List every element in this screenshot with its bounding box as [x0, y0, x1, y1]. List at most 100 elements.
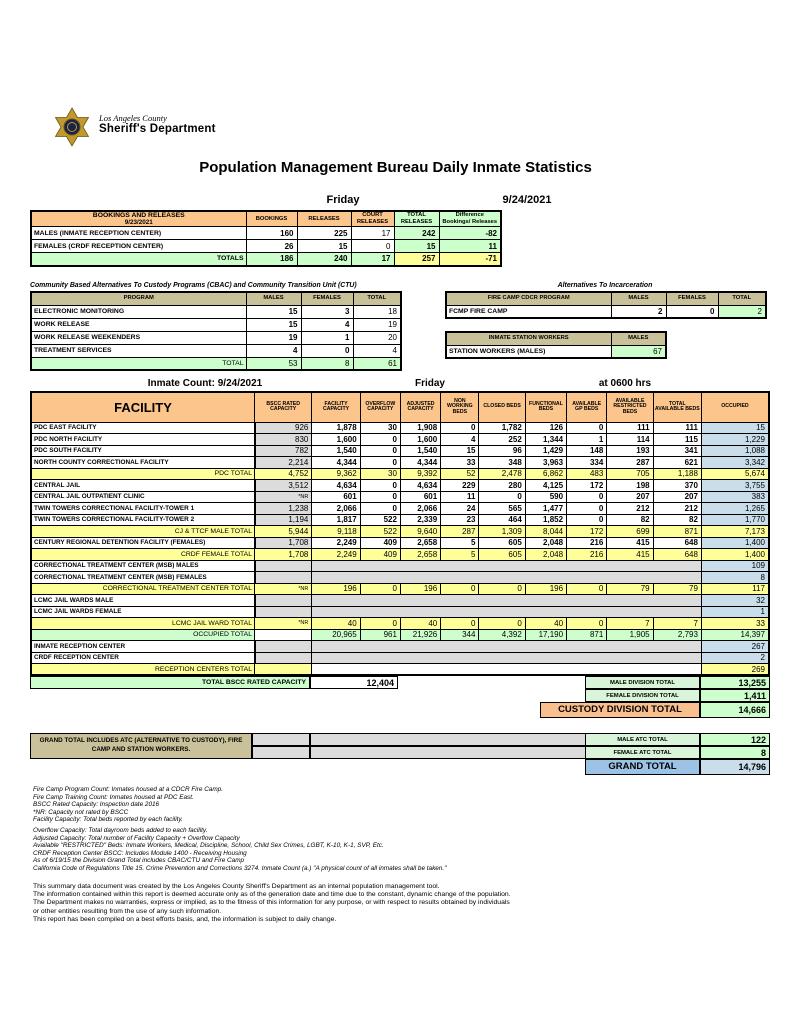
disclaimer-line: The Department makes no warranties, expr…: [33, 899, 510, 907]
row-label: PDC EAST FACILITY: [30, 421, 256, 434]
row-label: CENTRAL JAIL: [30, 479, 256, 492]
value-cell: 148: [566, 444, 608, 457]
value-cell: 961: [359, 628, 401, 641]
column-header: TOTAL RELEASES: [393, 210, 440, 227]
value-cell: 32: [700, 594, 770, 607]
value-cell: 5: [440, 548, 480, 561]
value-cell: [253, 571, 313, 584]
value-cell: 1,477: [524, 502, 568, 515]
column-header: FUNCTIONAL BEDS: [524, 391, 568, 423]
value-cell: 2: [610, 304, 667, 319]
value-cell: 4,392: [478, 628, 526, 641]
value-cell: 1,600: [399, 433, 442, 446]
value-cell: 20: [352, 330, 402, 345]
value-cell: 172: [566, 479, 608, 492]
value-cell: 67: [610, 344, 667, 359]
value-cell: 82: [652, 513, 702, 526]
value-cell: -71: [438, 252, 502, 266]
value-cell: 126: [524, 421, 568, 434]
report-day: Friday: [326, 194, 360, 206]
value-cell: 1: [566, 433, 608, 446]
column-header: MALES: [245, 291, 302, 306]
value-cell: 4,752: [253, 467, 313, 480]
value-cell: 4: [300, 317, 354, 332]
row-label: PDC SOUTH FACILITY: [30, 444, 256, 457]
value-cell: 111: [606, 421, 654, 434]
row-label: CENTRAL JAIL OUTPATIENT CLINIC: [30, 490, 256, 503]
table-row: CENTRAL JAIL OUTPATIENT CLINIC *NR 601 0 601…: [30, 490, 770, 503]
column-header: CLOSED BEDS: [478, 391, 526, 423]
bookings-table: BOOKINGS AND RELEASES 9/23/2021 BOOKINGS RE…: [30, 210, 502, 267]
value-cell: 605: [478, 548, 526, 561]
row-label: RECEPTION CENTERS TOTAL: [30, 663, 255, 676]
gray-filler-row: [252, 746, 588, 759]
value-cell: 705: [606, 467, 654, 480]
footnote-line: Available "RESTRICTED" Beds: Inmate Work…: [33, 842, 384, 850]
value-cell: 648: [652, 548, 702, 561]
row-label: TWIN TOWERS CORRECTIONAL FACILITY-TOWER …: [30, 502, 256, 515]
header-row: FIRE CAMP CDCR PROGRAM MALES FEMALES TOTAL: [445, 291, 767, 306]
header-row: PROGRAM MALES FEMALES TOTAL: [30, 291, 402, 306]
table-row: CRDF FEMALE TOTAL 1,708 2,249 409 2,658 5 605 2…: [30, 548, 770, 561]
merged-cell: [311, 651, 702, 664]
value-cell: 409: [359, 548, 401, 561]
table-row: LCMC JAIL WARDS FEMALE 1: [30, 605, 770, 618]
footnote-line: CRDF Reception Center BSCC: Includes Mod…: [33, 849, 247, 857]
value-cell: 0: [566, 421, 608, 434]
value-cell: 2: [700, 651, 770, 664]
value-cell: 334: [566, 456, 608, 469]
value-cell: 52: [440, 467, 480, 480]
value-cell: 2,339: [399, 513, 442, 526]
value-cell: 9,118: [311, 525, 361, 538]
value-cell: 26: [245, 239, 298, 253]
header-row: BOOKINGS AND RELEASES 9/23/2021 BOOKINGS RE…: [30, 210, 502, 227]
value-cell: 196: [399, 582, 442, 595]
value-cell: 4,344: [399, 456, 442, 469]
inmate-count-label: Inmate Count: 9/24/2021: [147, 378, 263, 389]
footnote-line: California Code of Regulations Title 15.…: [33, 864, 447, 872]
cbac-table: PROGRAM MALES FEMALES TOTAL ELECTRONIC MONIT…: [30, 291, 402, 371]
value-cell: 19: [352, 317, 402, 332]
value-cell: 1,817: [311, 513, 361, 526]
table-row: NORTH COUNTY CORRECTIONAL FACILITY 2,214 4…: [30, 456, 770, 469]
value-cell: 0: [665, 304, 719, 319]
table-row: ELECTRONIC MONITORING 15 3 18: [30, 304, 402, 319]
column-header: FEMALES: [665, 291, 719, 306]
facility-table: FACILITY BSCC RATED CAPACITY FACILITY CAPA…: [30, 391, 770, 676]
column-header: FIRE CAMP CDCR PROGRAM: [445, 291, 612, 306]
value-cell: 287: [440, 525, 480, 538]
value-cell: 1,852: [524, 513, 568, 526]
row-label: MALE ATC TOTAL: [585, 733, 700, 746]
table-row: MALES (INMATE RECEPTION CENTER) 160 225 17 2…: [30, 226, 502, 240]
value-cell: 196: [524, 582, 568, 595]
value-cell: 61: [352, 356, 402, 371]
table-row: STATION WORKERS (MALES) 67: [445, 344, 667, 359]
value-cell: 590: [524, 490, 568, 503]
footnote-line: Fire Camp Program Count: Inmates housed …: [33, 786, 224, 793]
value-cell: 9,640: [399, 525, 442, 538]
value-cell: 216: [566, 536, 608, 549]
value-cell: 2,066: [399, 502, 442, 515]
male-division-row: MALE DIVISION TOTAL 13,255: [585, 676, 770, 689]
column-header: FACILITY: [30, 391, 255, 423]
value-cell: 348: [478, 456, 526, 469]
value-cell: 114: [606, 433, 654, 446]
value-cell: 212: [606, 502, 654, 515]
bscc-total-row: TOTAL BSCC RATED CAPACITY 12,404: [30, 676, 398, 689]
value-cell: 0: [566, 513, 608, 526]
row-label: CJ & TTCF MALE TOTAL: [30, 525, 255, 538]
value-cell: 0: [566, 502, 608, 515]
column-header: MALES: [610, 291, 667, 306]
empty-cell: [310, 733, 588, 746]
table-row: CRDF RECEPTION CENTER 2: [30, 651, 770, 664]
value-cell: 15: [245, 317, 302, 332]
value-cell: 1,429: [524, 444, 568, 457]
value-cell: 1,400: [700, 536, 770, 549]
value-cell: 11: [440, 490, 480, 503]
table-row: TWIN TOWERS CORRECTIONAL FACILITY-TOWER …: [30, 513, 770, 526]
value-cell: 8: [300, 356, 354, 371]
value-cell: 370: [652, 479, 702, 492]
value-cell: 830: [253, 433, 313, 446]
row-label: CORRECTIONAL TREATMENT CENTER TOTAL: [30, 582, 255, 595]
value-cell: 1,708: [253, 548, 313, 561]
